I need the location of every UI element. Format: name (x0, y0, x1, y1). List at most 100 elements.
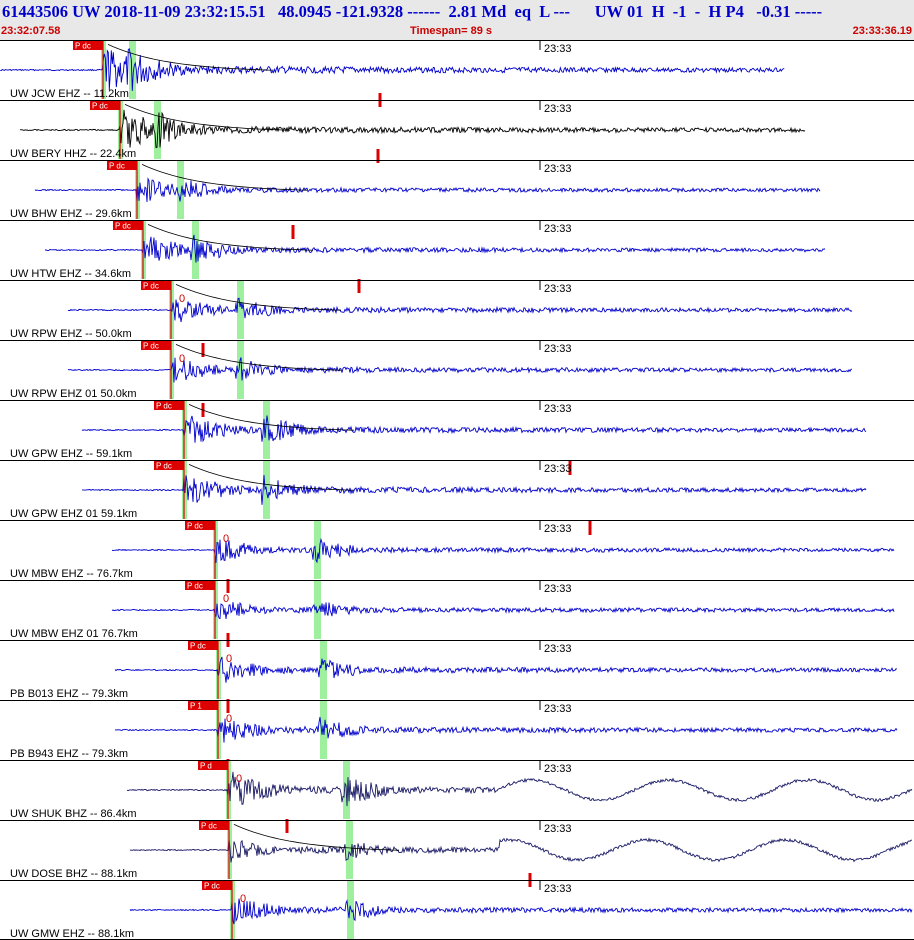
minute-label: 23:33 (544, 223, 572, 235)
p-pick-label: P 1 (190, 702, 202, 711)
p-pick-label: P dc (92, 102, 108, 111)
minute-label: 23:33 (544, 43, 572, 55)
waveform (111, 537, 895, 564)
zero-marker: 0 (236, 773, 242, 785)
minute-label: 23:33 (544, 823, 572, 835)
p-pick-flag[interactable] (198, 761, 228, 770)
p-pick-flag[interactable] (141, 341, 171, 350)
s-window (346, 821, 353, 879)
trace-row[interactable]: 23:33 P dc 0 UW MBW EHZ -- 76.7km (0, 520, 914, 594)
decay-curve (233, 824, 400, 851)
p-pick-flag[interactable] (73, 41, 103, 50)
s-window (314, 581, 321, 639)
trace-row[interactable]: 23:33 P d 0 UW SHUK BHZ -- 86.4km (0, 760, 914, 834)
p-pick-flag[interactable] (185, 581, 215, 590)
p-pick-flag[interactable] (113, 221, 143, 230)
p-pick-flag[interactable] (199, 821, 229, 830)
channel-label: UW BHW EHZ -- 29.6km (10, 208, 132, 220)
zero-marker: 0 (226, 653, 232, 665)
p-pick-flag[interactable] (202, 881, 232, 890)
p-pick-flag[interactable] (90, 101, 120, 110)
channel-label: UW RPW EHZ 01 50.0km (10, 388, 137, 400)
p-pick-label: P dc (109, 162, 125, 171)
amplitude-pick[interactable] (285, 819, 289, 833)
trace-row[interactable]: 23:33 P dc UW GPW EHZ -- 59.1km (0, 400, 914, 476)
zero-marker: 0 (179, 293, 185, 305)
amplitude-pick[interactable] (568, 461, 572, 475)
trace-row[interactable]: 23:33 P dc 0 UW RPW EHZ 01 50.0km (0, 340, 914, 418)
p-pick-flag[interactable] (188, 641, 218, 650)
channel-label: UW RPW EHZ -- 50.0km (10, 328, 132, 340)
amplitude-pick[interactable] (226, 579, 230, 593)
trace-row[interactable]: 23:33 P dc UW GPW EHZ 01 59.1km (0, 460, 914, 536)
waveform (82, 474, 867, 505)
s-window (263, 401, 270, 459)
p-pick-flag[interactable] (185, 521, 215, 530)
waveform (0, 48, 785, 91)
trace-row[interactable]: 23:33 P dc 0 UW RPW EHZ -- 50.0km (0, 280, 914, 358)
s-window (177, 161, 184, 219)
waveform (111, 602, 895, 620)
decay-curve (188, 404, 355, 431)
s-window (237, 281, 244, 339)
channel-label: PB B013 EHZ -- 79.3km (10, 688, 128, 700)
p-pick-label: P dc (204, 882, 220, 891)
timespan: Timespan= 89 s (410, 25, 493, 37)
amplitude-pick[interactable] (357, 279, 361, 293)
minute-label: 23:33 (544, 703, 572, 715)
decay-curve (124, 104, 291, 131)
p-pick-flag[interactable] (107, 161, 137, 170)
waveform (114, 716, 898, 743)
channel-label: UW JCW EHZ -- 11.2km (10, 88, 129, 100)
amplitude-pick[interactable] (201, 343, 205, 357)
event-title: 61443506 UW 2018-11-09 23:32:15.51 48.09… (2, 2, 823, 21)
amplitude-pick[interactable] (226, 699, 230, 713)
trace-row[interactable]: 23:33 P dc UW BHW EHZ -- 29.6km (0, 160, 914, 240)
minute-label: 23:33 (544, 403, 572, 415)
p-pick-flag[interactable] (188, 701, 218, 710)
trace-row[interactable]: 23:33 P dc UW JCW EHZ -- 11.2km (0, 40, 914, 108)
waveform (129, 837, 912, 863)
seismogram-panel[interactable]: 23:33 P dc UW JCW EHZ -- 11.2km 23:33 P dc UW… (0, 40, 914, 940)
waveform (114, 656, 898, 683)
waveform (67, 357, 853, 383)
trace-row[interactable]: 23:33 P dc 0 UW GMW EHZ -- 88.1km (0, 880, 914, 940)
p-pick-label: P dc (156, 402, 172, 411)
start-time: 23:32:07.58 (1, 25, 61, 37)
minute-label: 23:33 (544, 343, 572, 355)
waveform (44, 234, 826, 263)
trace-row[interactable]: 23:33 P dc UW BERY HHZ -- 22.4km (0, 100, 914, 164)
trace-row[interactable]: 23:33 P dc UW HTW EHZ -- 34.6km (0, 220, 914, 294)
event-header: 61443506 UW 2018-11-09 23:32:15.51 48.09… (0, 0, 914, 41)
channel-label: UW MBW EHZ -- 76.7km (10, 568, 133, 580)
trace-row[interactable]: 23:33 P 1 0 PB B943 EHZ -- 79.3km (0, 700, 914, 774)
p-pick-label: P dc (143, 282, 159, 291)
trace-row[interactable]: 23:33 P dc UW DOSE BHZ -- 88.1km (0, 820, 914, 888)
amplitude-pick[interactable] (588, 521, 592, 535)
minute-label: 23:33 (544, 283, 572, 295)
p-pick-label: P d (200, 762, 212, 771)
zero-marker: 0 (240, 893, 246, 905)
p-pick-flag[interactable] (154, 461, 184, 470)
minute-label: 23:33 (544, 463, 572, 475)
channel-label: UW HTW EHZ -- 34.6km (10, 268, 131, 280)
decay-curve (188, 464, 355, 491)
minute-label: 23:33 (544, 583, 572, 595)
s-window (320, 641, 327, 699)
decay-curve (175, 344, 342, 371)
minute-label: 23:33 (544, 523, 572, 535)
waveform (81, 415, 867, 443)
amplitude-pick[interactable] (291, 225, 295, 239)
trace-row[interactable]: 23:33 P dc 0 UW MBW EHZ 01 76.7km (0, 580, 914, 648)
zero-marker: 0 (223, 593, 229, 605)
minute-label: 23:33 (544, 883, 572, 895)
zero-marker: 0 (226, 713, 232, 725)
amplitude-pick[interactable] (376, 149, 380, 163)
trace-row[interactable]: 23:33 P dc 0 PB B013 EHZ -- 79.3km (0, 640, 914, 714)
s-window (129, 41, 136, 99)
channel-label: UW GPW EHZ 01 59.1km (10, 508, 137, 520)
decay-curve (147, 224, 314, 251)
p-pick-flag[interactable] (141, 281, 171, 290)
p-pick-flag[interactable] (154, 401, 184, 410)
channel-label: UW GPW EHZ -- 59.1km (10, 448, 132, 460)
